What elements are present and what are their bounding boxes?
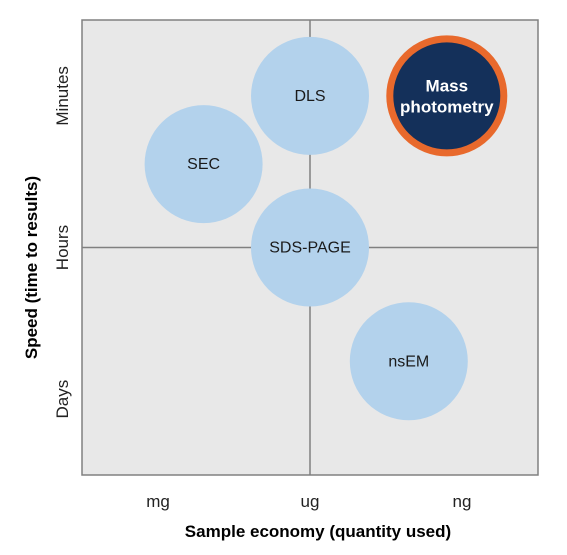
bubble-label-sec: SEC xyxy=(187,156,220,173)
bubble-label-line: SEC xyxy=(187,156,220,173)
bubble-label-mass-photometry: Mass photometry xyxy=(400,76,494,116)
y-tick-labels: Days Hours Minutes xyxy=(53,66,72,418)
x-tick-label: mg xyxy=(146,492,170,511)
bubble-label-sds-page: SDS-PAGE xyxy=(269,239,351,256)
bubble-label-dls: DLS xyxy=(294,87,325,104)
bubble-mass-photometry: Mass photometry xyxy=(386,35,508,157)
y-tick-label: Hours xyxy=(53,225,72,270)
bubble-label-line: SDS-PAGE xyxy=(269,239,351,256)
y-axis-title: Speed (time to results) xyxy=(22,176,41,359)
bubble-circle-dls xyxy=(251,36,369,155)
bubble-label-line: DLS xyxy=(294,87,325,104)
bubble-circle-nsem xyxy=(349,302,468,421)
bubble-sds-page: SDS-PAGE xyxy=(251,188,369,307)
bubble-circle-sds-page xyxy=(251,188,369,307)
bubbles-layer: DLS SEC SDS-PAGE nsEM Mass photometry xyxy=(144,35,508,421)
y-tick-label: Days xyxy=(53,380,72,419)
bubble-label-nsem: nsEM xyxy=(388,353,429,370)
x-tick-labels: mg ug ng xyxy=(146,492,471,511)
x-axis-title: Sample economy (quantity used) xyxy=(185,522,451,541)
bubble-sec: SEC xyxy=(144,105,263,224)
bubble-dls: DLS xyxy=(251,36,369,155)
x-tick-label: ug xyxy=(301,492,320,511)
x-tick-label: ng xyxy=(453,492,472,511)
bubble-circle-mass-photometry xyxy=(386,35,508,157)
bubble-label-line: photometry xyxy=(400,97,494,116)
y-tick-label: Minutes xyxy=(53,66,72,126)
bubble-label-line: Mass xyxy=(426,76,469,95)
bubble-nsem: nsEM xyxy=(349,302,468,421)
bubble-label-line: nsEM xyxy=(388,353,429,370)
bubble-circle-sec xyxy=(144,105,263,224)
